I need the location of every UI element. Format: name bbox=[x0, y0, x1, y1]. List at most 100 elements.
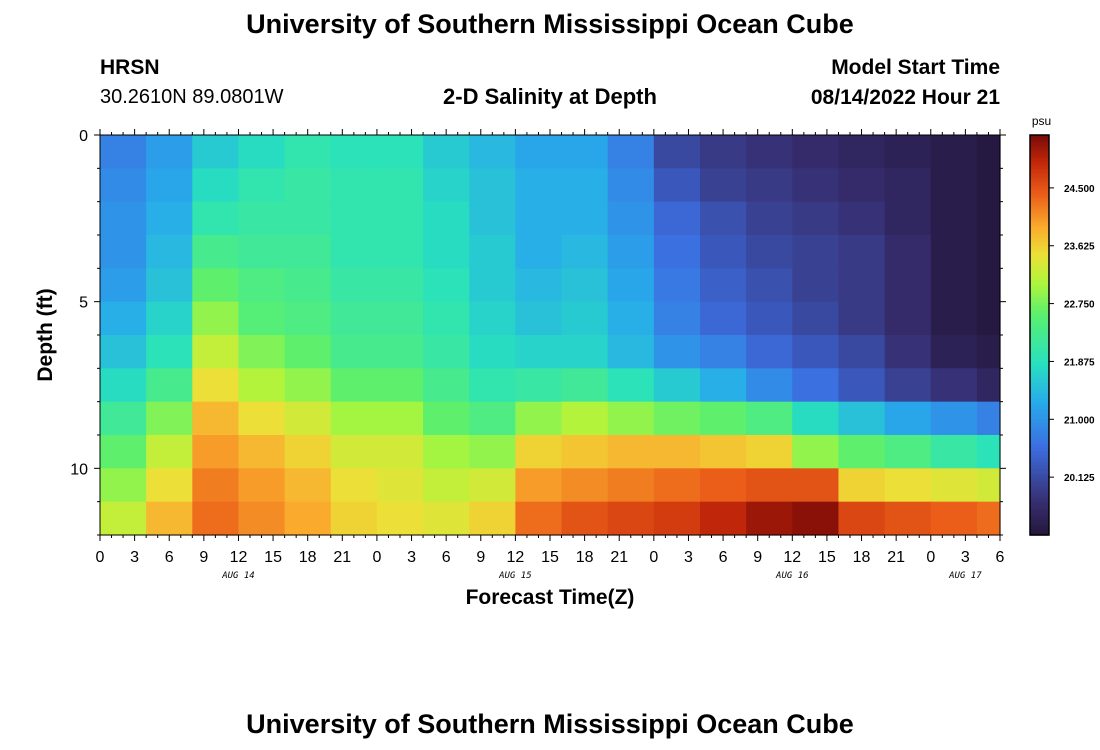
heatmap-cell bbox=[653, 335, 701, 369]
x-tick-label: 12 bbox=[230, 549, 248, 566]
heatmap-cell bbox=[330, 501, 378, 536]
heatmap-cell bbox=[146, 468, 193, 503]
colorbar-segment bbox=[1030, 407, 1049, 410]
heatmap-cell bbox=[746, 401, 793, 436]
heatmap-cell bbox=[976, 401, 1001, 436]
colorbar-segment bbox=[1030, 501, 1049, 504]
x-tick-label: 9 bbox=[753, 549, 762, 566]
colorbar-segment bbox=[1030, 219, 1049, 222]
x-tick-label: 6 bbox=[442, 549, 451, 566]
heatmap-cell bbox=[469, 268, 516, 303]
heatmap-cell bbox=[930, 201, 978, 236]
heatmap-cell bbox=[838, 201, 886, 236]
heatmap-cell bbox=[838, 301, 886, 336]
heatmap-cell bbox=[930, 368, 978, 403]
heatmap-cell bbox=[376, 201, 424, 236]
heatmap-cell bbox=[607, 368, 655, 403]
heatmap-cell bbox=[330, 168, 378, 203]
colorbar-segment bbox=[1030, 197, 1049, 200]
colorbar-segment bbox=[1030, 283, 1049, 286]
colorbar-segment bbox=[1030, 253, 1049, 256]
heatmap-cell bbox=[561, 168, 609, 203]
heatmap-cell bbox=[653, 435, 701, 469]
colorbar-segment bbox=[1030, 363, 1049, 366]
heatmap-cell bbox=[192, 368, 240, 403]
heatmap-cell bbox=[284, 435, 332, 469]
colorbar-segment bbox=[1030, 379, 1049, 382]
colorbar-segment bbox=[1030, 417, 1049, 420]
heatmap-cell bbox=[746, 301, 793, 336]
colorbar-tick-label: 22.750 bbox=[1064, 300, 1095, 311]
heatmap-cell bbox=[515, 235, 563, 269]
heatmap-cell bbox=[330, 335, 378, 369]
colorbar-segment bbox=[1030, 419, 1049, 422]
colorbar-segment bbox=[1030, 475, 1049, 478]
heatmap-cell bbox=[515, 335, 563, 369]
heatmap-cell bbox=[515, 268, 563, 303]
colorbar-segment bbox=[1030, 425, 1049, 428]
heatmap-cell bbox=[192, 201, 240, 236]
colorbar-segment bbox=[1030, 429, 1049, 432]
heatmap-cell bbox=[376, 501, 424, 536]
heatmap-cell bbox=[561, 268, 609, 303]
colorbar-tick-label: 20.125 bbox=[1064, 473, 1095, 484]
heatmap-cell bbox=[423, 401, 470, 436]
colorbar-segment bbox=[1030, 487, 1049, 490]
heatmap-cell bbox=[792, 501, 840, 536]
heatmap-cell bbox=[976, 335, 1001, 369]
heatmap-cell bbox=[838, 335, 886, 369]
heatmap-cell bbox=[746, 335, 793, 369]
heatmap-cell bbox=[884, 235, 932, 269]
heatmap-cell bbox=[238, 301, 286, 336]
heatmap-cell bbox=[192, 168, 240, 203]
heatmap-cell bbox=[700, 135, 747, 169]
colorbar-tick-label: 24.500 bbox=[1064, 184, 1095, 195]
heatmap-cell bbox=[838, 468, 886, 503]
heatmap-cell bbox=[792, 135, 840, 169]
heatmap-cell bbox=[884, 435, 932, 469]
day-label: AUG 15 bbox=[498, 571, 532, 581]
colorbar-segment bbox=[1030, 155, 1049, 158]
colorbar-segment bbox=[1030, 415, 1049, 418]
heatmap-cell bbox=[146, 201, 193, 236]
colorbar-segment bbox=[1030, 295, 1049, 298]
colorbar-segment bbox=[1030, 215, 1049, 218]
x-tick-label: 15 bbox=[818, 549, 836, 566]
colorbar-segment bbox=[1030, 161, 1049, 164]
colorbar-segment bbox=[1030, 529, 1049, 532]
heatmap-cell bbox=[146, 168, 193, 203]
x-tick-label: 21 bbox=[333, 549, 351, 566]
x-tick-label: 3 bbox=[407, 549, 416, 566]
heatmap-cell bbox=[146, 235, 193, 269]
colorbar-segment bbox=[1030, 159, 1049, 162]
heatmap-cell bbox=[423, 301, 470, 336]
colorbar-segment bbox=[1030, 381, 1049, 384]
x-tick-label: 0 bbox=[372, 549, 381, 566]
colorbar-segment bbox=[1030, 341, 1049, 344]
heatmap-cell bbox=[515, 401, 563, 436]
colorbar-segment bbox=[1030, 243, 1049, 246]
heatmap-cell bbox=[423, 268, 470, 303]
colorbar-segment bbox=[1030, 489, 1049, 492]
colorbar-segment bbox=[1030, 401, 1049, 404]
x-tick-label: 15 bbox=[541, 549, 559, 566]
footer-title: University of Southern Mississippi Ocean… bbox=[246, 709, 854, 739]
heatmap-cell bbox=[376, 468, 424, 503]
heatmap-cell bbox=[930, 301, 978, 336]
heatmap-cell bbox=[146, 401, 193, 436]
colorbar-segment bbox=[1030, 519, 1049, 522]
heatmap-cell bbox=[792, 468, 840, 503]
heatmap-cell bbox=[330, 368, 378, 403]
colorbar-segment bbox=[1030, 225, 1049, 228]
colorbar-segment bbox=[1030, 211, 1049, 214]
colorbar-segment bbox=[1030, 327, 1049, 330]
heatmap-cell bbox=[653, 401, 701, 436]
colorbar-segment bbox=[1030, 255, 1049, 258]
colorbar-segment bbox=[1030, 453, 1049, 456]
heatmap-cell bbox=[884, 168, 932, 203]
heatmap-cell bbox=[423, 368, 470, 403]
colorbar-segment bbox=[1030, 361, 1049, 364]
colorbar-segment bbox=[1030, 191, 1049, 194]
heatmap-cell bbox=[884, 468, 932, 503]
heatmap-cell bbox=[284, 301, 332, 336]
